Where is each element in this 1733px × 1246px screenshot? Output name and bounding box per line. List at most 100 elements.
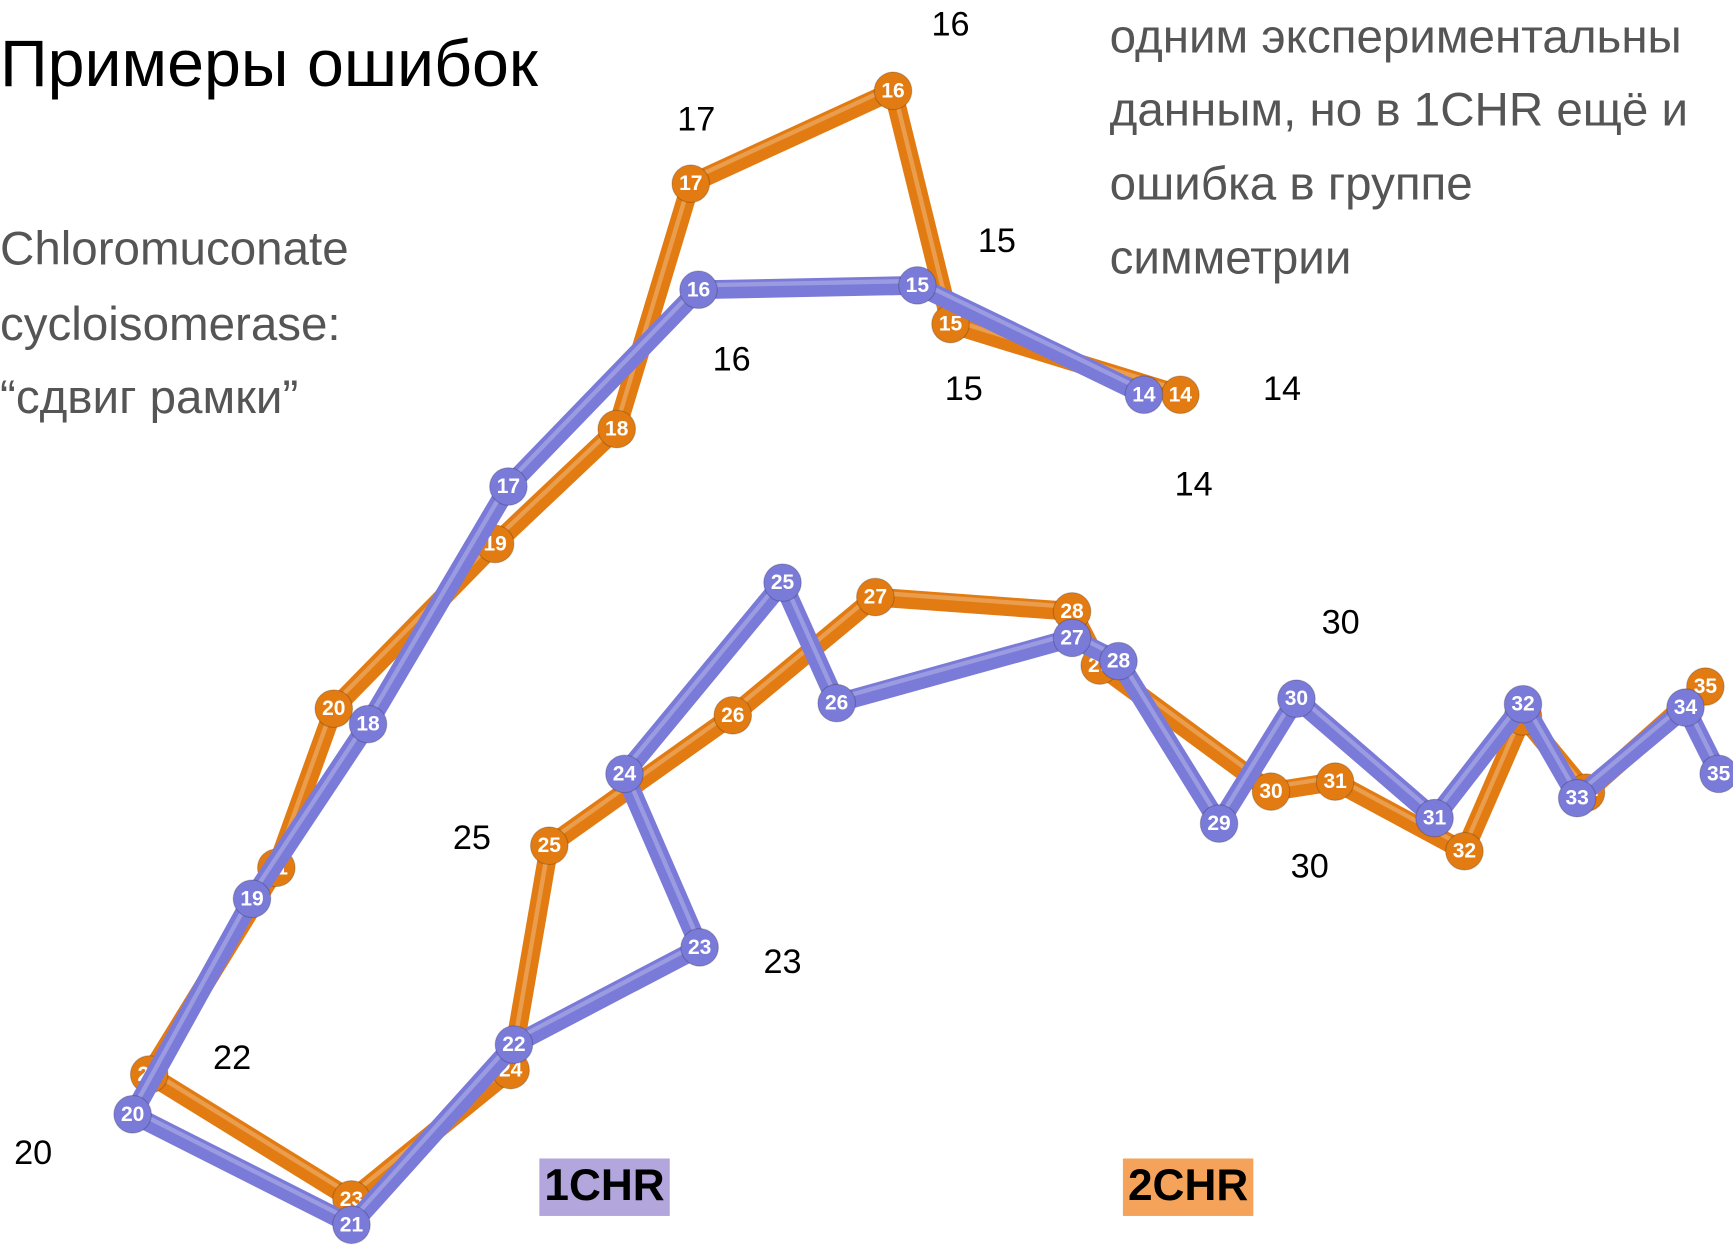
atom-label: 31: [1323, 770, 1347, 793]
atom: [1445, 831, 1484, 871]
atom-label: 17: [497, 475, 520, 498]
atom: [1557, 778, 1597, 818]
description-line: Chloromuconate: [0, 223, 349, 276]
atom-label: 16: [687, 278, 710, 301]
bond-highlight: [1462, 709, 1526, 850]
bond: [504, 937, 710, 1055]
atom-label: 17: [679, 172, 702, 195]
bond: [723, 587, 885, 725]
residue-label: 30: [1322, 603, 1360, 641]
atom-label: 30: [1259, 780, 1282, 803]
bond: [358, 477, 518, 734]
bond: [689, 275, 927, 300]
atom: [1052, 618, 1092, 658]
note-line: одним экспериментальны: [1110, 11, 1682, 64]
bond-highlight: [915, 278, 1147, 393]
bond-highlight: [622, 576, 785, 772]
bond: [123, 1104, 361, 1235]
atom-label: 35: [1707, 762, 1731, 785]
atom-label: 24: [613, 762, 637, 785]
bond-highlight: [130, 892, 255, 1113]
bond: [907, 275, 1154, 405]
bond: [865, 587, 1082, 621]
description-line: cycloisomerase:: [0, 298, 341, 351]
bond-highlight: [130, 1107, 354, 1223]
bond-highlight: [511, 940, 702, 1043]
atom-label: 29: [1207, 812, 1230, 835]
atom: [1699, 754, 1733, 794]
atom: [597, 409, 637, 449]
residue-label: 14: [1263, 370, 1301, 408]
bond: [827, 628, 1082, 713]
atom: [856, 577, 895, 617]
atom-label: 25: [538, 834, 562, 857]
bond: [615, 573, 792, 784]
atom: [897, 266, 937, 305]
bond: [1209, 689, 1306, 833]
note-line: данным, но в 1CHR ещё и: [1110, 83, 1688, 136]
chains: 14 15 16 17 18 19 20 21 22 23 24 25 26 27 28 29 30 31 32 33…: [113, 71, 1733, 1245]
atom-label: 32: [1453, 840, 1476, 863]
atom: [1315, 762, 1355, 801]
atom: [1503, 684, 1543, 724]
atom: [1251, 772, 1291, 811]
atom-label: 27: [864, 586, 887, 609]
residue-label: 15: [945, 370, 983, 408]
atom: [232, 879, 272, 919]
bond-highlight: [873, 590, 1075, 610]
chain: 14 15 16 17 18 19 20 21 22 23 24 25 26 27 28 29 30 31 32 33…: [113, 266, 1733, 1245]
bond-highlight: [249, 717, 371, 897]
atom-label: 23: [688, 936, 711, 959]
bond: [324, 534, 505, 719]
residue-label: 23: [763, 943, 801, 981]
atom: [314, 689, 354, 728]
atom: [332, 1205, 371, 1245]
bond: [242, 714, 378, 909]
bond: [1325, 772, 1474, 861]
atom: [763, 563, 802, 603]
atom: [605, 754, 644, 794]
bond-highlight: [834, 631, 1075, 701]
atom-label: 20: [121, 1103, 144, 1126]
title: Примеры ошибок: [0, 27, 539, 101]
bond-highlight: [1294, 692, 1437, 816]
bond: [883, 81, 960, 334]
bond-highlight: [688, 84, 896, 182]
bond: [681, 81, 903, 194]
bond: [1455, 706, 1533, 861]
bond-highlight: [365, 479, 511, 722]
atom: [680, 928, 719, 967]
bond-highlight: [890, 84, 953, 322]
atom-label: 25: [771, 571, 795, 594]
atom-label: 18: [356, 713, 380, 736]
bond-highlight: [696, 278, 920, 288]
bond: [1425, 694, 1533, 828]
description-line: “сдвиг рамки”: [0, 371, 298, 424]
atom-label: 19: [483, 532, 506, 555]
bond-highlight: [492, 422, 619, 542]
atom: [1666, 688, 1705, 727]
atom-label: 35: [1694, 675, 1718, 698]
atom: [494, 1025, 534, 1064]
atom-label: 19: [240, 887, 263, 910]
bond-highlight: [146, 1067, 354, 1198]
atom: [1415, 798, 1454, 838]
atom: [1099, 641, 1138, 681]
bond-highlight: [349, 1038, 517, 1223]
atom-label: 15: [939, 313, 963, 336]
bond: [123, 889, 262, 1124]
atom-label: 27: [1060, 626, 1083, 649]
atom: [671, 164, 711, 204]
bond-highlight: [622, 767, 702, 946]
atom-label: 16: [881, 79, 904, 102]
bond: [607, 174, 701, 439]
bond-highlight: [1574, 700, 1688, 796]
bond-highlight: [1216, 692, 1299, 822]
bond-highlight: [1432, 697, 1526, 816]
legend-label: 2CHR: [1128, 1161, 1248, 1210]
atom-label: 26: [825, 692, 848, 715]
atom-label: 22: [502, 1033, 525, 1056]
atom: [348, 704, 388, 744]
atom-label: 18: [605, 418, 629, 441]
